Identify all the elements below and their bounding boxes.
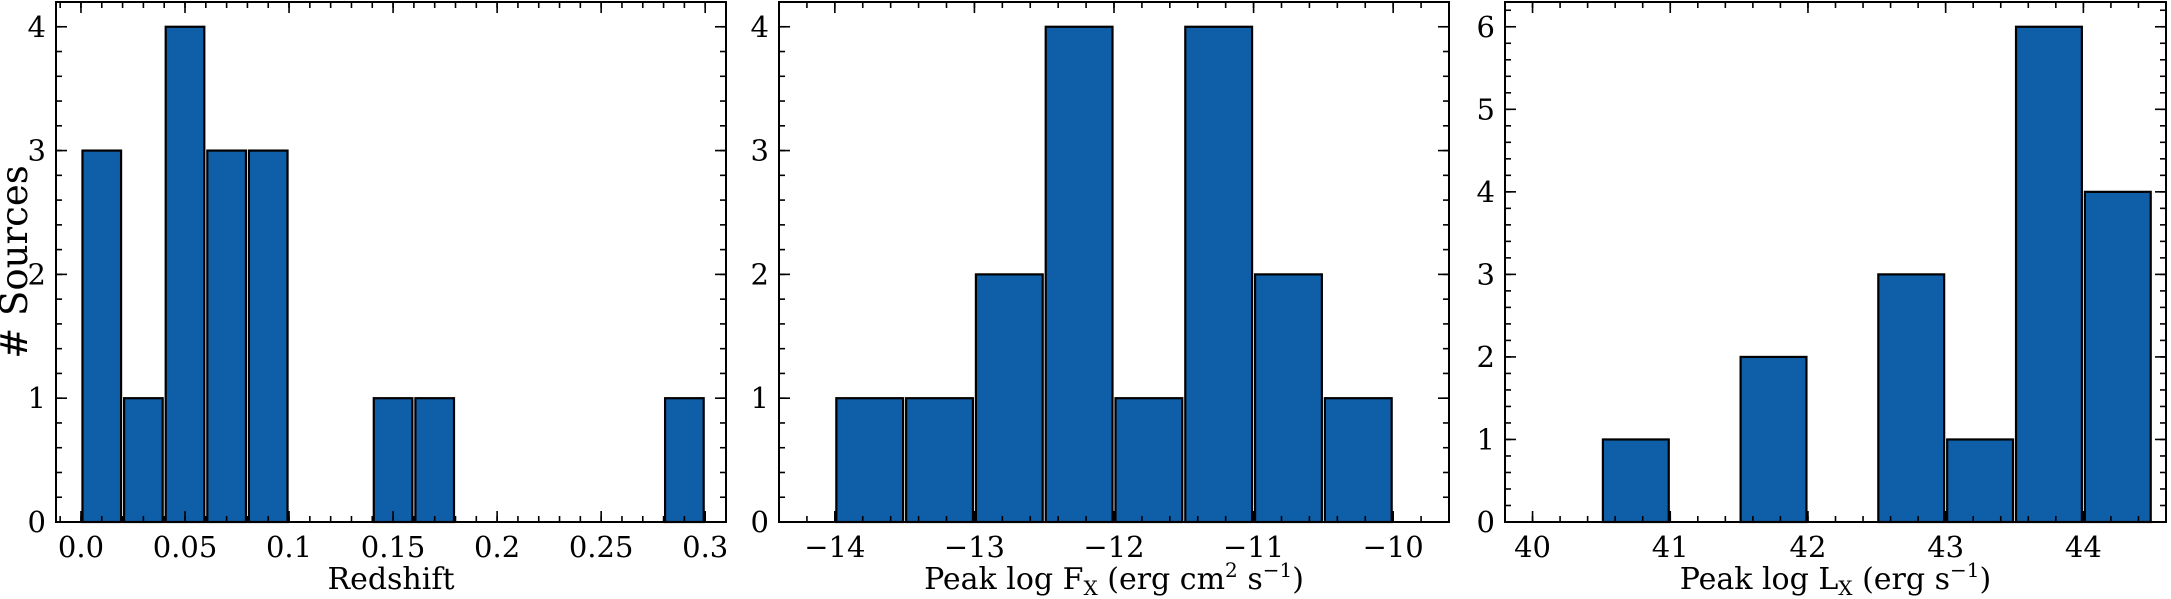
redshift-bar-1 (122, 397, 164, 524)
peak-flux-y-tick-label: 2 (751, 257, 769, 291)
redshift-bar-0 (81, 149, 123, 524)
redshift-y-tick-label: 2 (28, 257, 46, 291)
redshift-histogram-panel: 0.0 0.05 0.1 0.15 0.2 0.25 0.3 0 1 2 3 4 Redshift #… (0, 1, 728, 597)
redshift-y-tick-label: 1 (28, 381, 46, 415)
peak-flux-label-sup2: −1 (1263, 558, 1292, 582)
peak-luminosity-bar-5 (1877, 273, 1946, 524)
peak-flux-y-tick-label: 3 (751, 134, 769, 168)
redshift-x-tick-label: 0.3 (682, 530, 728, 564)
redshift-x-axis-label: Redshift (327, 562, 454, 597)
peak-luminosity-y-tick-label: 1 (1477, 422, 1495, 456)
peak-luminosity-label-sub: X (1838, 576, 1853, 599)
peak-luminosity-histogram-panel: 40 41 42 43 44 0 1 2 3 4 5 6 Peak log LX (erg s−1) (1477, 1, 2167, 599)
peak-luminosity-y-tick-label: 2 (1477, 340, 1495, 374)
peak-luminosity-x-tick-label: 40 (1514, 530, 1551, 564)
peak-flux-bar-0 (835, 397, 905, 524)
peak-luminosity-x-tick-label: 43 (1927, 530, 1964, 564)
peak-flux-x-tick-label: −11 (1223, 530, 1284, 564)
peak-flux-bar-5 (1184, 25, 1254, 524)
peak-luminosity-x-tick-label: 41 (1652, 530, 1689, 564)
peak-flux-label-end: ) (1292, 562, 1304, 597)
peak-luminosity-bar-3 (1739, 355, 1808, 524)
peak-flux-bar-4 (1114, 397, 1184, 524)
redshift-y-tick-label: 3 (28, 134, 46, 168)
peak-luminosity-label-sup2: −1 (1950, 558, 1979, 582)
redshift-bar-8 (414, 397, 456, 524)
peak-flux-bar-3 (1044, 25, 1114, 524)
redshift-x-tick-label: 0.25 (569, 530, 634, 564)
peak-luminosity-x-tick-label: 42 (1790, 530, 1827, 564)
peak-luminosity-axis-ticks: 40 41 42 43 44 0 1 2 3 4 5 6 (1477, 2, 2166, 564)
peak-flux-y-tick-label: 4 (751, 10, 769, 44)
peak-luminosity-x-axis-label: Peak log LX (erg s−1) (1680, 558, 1991, 599)
redshift-axis-ticks: 0.0 0.05 0.1 0.15 0.2 0.25 0.3 0 1 2 3 4 (28, 1, 728, 564)
peak-luminosity-y-tick-label: 6 (1477, 10, 1495, 44)
redshift-y-tick-label: 0 (28, 505, 46, 539)
peak-flux-label-mid: s (1238, 562, 1263, 597)
peak-flux-x-tick-label: −10 (1363, 530, 1424, 564)
peak-flux-y-tick-label: 0 (751, 505, 769, 539)
peak-luminosity-y-tick-label: 5 (1477, 92, 1495, 126)
peak-flux-x-tick-label: −13 (944, 530, 1005, 564)
peak-flux-bar-2 (974, 273, 1044, 524)
sources-y-axis-label: # Sources (0, 165, 36, 359)
redshift-y-tick-label: 4 (28, 10, 46, 44)
redshift-bars (81, 25, 705, 524)
redshift-x-tick-label: 0.15 (361, 530, 426, 564)
redshift-x-tick-label: 0.0 (58, 530, 104, 564)
peak-luminosity-y-tick-label: 3 (1477, 257, 1495, 291)
peak-luminosity-bars (1601, 25, 2152, 524)
peak-luminosity-bar-6 (1946, 438, 2015, 524)
redshift-bar-4 (247, 149, 289, 524)
peak-flux-x-tick-label: −14 (804, 530, 865, 564)
redshift-bar-14 (663, 397, 705, 524)
redshift-bar-3 (206, 149, 248, 524)
peak-flux-bar-7 (1323, 397, 1393, 524)
redshift-bar-2 (164, 25, 206, 524)
redshift-plot-frame (55, 1, 727, 523)
peak-flux-plot-frame (778, 1, 1450, 523)
peak-flux-y-tick-label: 1 (751, 381, 769, 415)
peak-flux-x-tick-label: −12 (1083, 530, 1144, 564)
peak-flux-bars (835, 25, 1393, 524)
peak-flux-bar-6 (1253, 273, 1323, 524)
peak-luminosity-y-tick-label: 4 (1477, 175, 1495, 209)
peak-luminosity-y-tick-label: 0 (1477, 505, 1495, 539)
peak-flux-bar-1 (905, 397, 975, 524)
peak-flux-label-sub: X (1083, 576, 1098, 599)
peak-flux-label-sup1: 2 (1225, 558, 1238, 582)
peak-luminosity-label-end: ) (1980, 562, 1992, 597)
redshift-bar-7 (372, 397, 414, 524)
peak-luminosity-label-main: Peak log L (1680, 562, 1839, 597)
redshift-x-tick-label: 0.2 (474, 530, 520, 564)
redshift-x-tick-label: 0.1 (266, 530, 312, 564)
peak-flux-label-main: Peak log F (924, 562, 1083, 597)
peak-luminosity-plot-frame (1504, 1, 2167, 523)
peak-flux-x-axis-label: Peak log FX (erg cm2 s−1) (924, 558, 1304, 599)
peak-luminosity-bar-8 (2083, 190, 2152, 524)
peak-luminosity-bar-1 (1601, 438, 1670, 524)
peak-luminosity-bar-7 (2014, 25, 2083, 524)
peak-flux-label-unit: (erg cm (1098, 562, 1225, 597)
peak-luminosity-x-tick-label: 44 (2065, 530, 2102, 564)
peak-luminosity-label-unit: (erg s (1853, 562, 1950, 597)
redshift-x-tick-label: 0.05 (153, 530, 218, 564)
